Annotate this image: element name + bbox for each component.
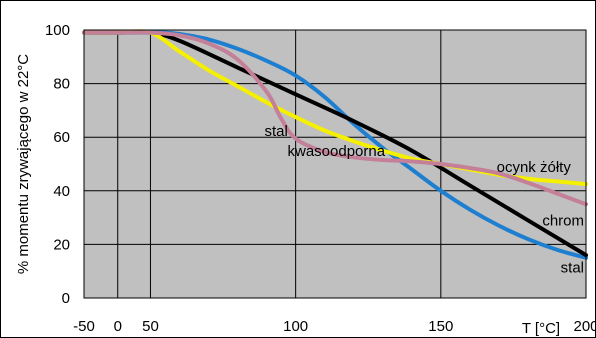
y-tick-label: 40 <box>53 183 70 200</box>
x-axis-label: T [°C] <box>522 320 560 337</box>
series-layer <box>82 29 588 260</box>
x-tick-label: 50 <box>142 318 159 335</box>
x-tick-label: 100 <box>283 318 308 335</box>
y-axis-label: % momentu zrywającego w 22°C <box>15 54 32 274</box>
ann-chrom: chrom <box>542 213 584 230</box>
plot-frame <box>83 29 587 299</box>
ann-stal-kwasoodporna-2: kwasoodporna <box>288 143 386 160</box>
ann-stal-kwasoodporna-1: stal <box>264 123 287 140</box>
y-tick-label: 100 <box>45 22 70 39</box>
series-line-stal-kwasoodporna <box>82 30 588 207</box>
plot-area <box>84 30 586 298</box>
x-tick-label: 0 <box>114 318 122 335</box>
x-tick-label: 150 <box>428 318 453 335</box>
y-tick-label: 60 <box>53 129 70 146</box>
x-tick-labels: -50 0 50 100 150 200 <box>73 318 596 335</box>
ann-ocynk: ocynk żółty <box>497 159 572 176</box>
y-tick-label: 0 <box>62 290 70 307</box>
y-tick-label: 80 <box>53 76 70 93</box>
y-tick-label: 20 <box>53 236 70 253</box>
y-tick-labels: 0 20 40 60 80 100 <box>45 22 70 307</box>
x-tick-label: -50 <box>73 318 95 335</box>
x-tick-label: 200 <box>573 318 596 335</box>
ann-stal: stal <box>561 260 584 277</box>
